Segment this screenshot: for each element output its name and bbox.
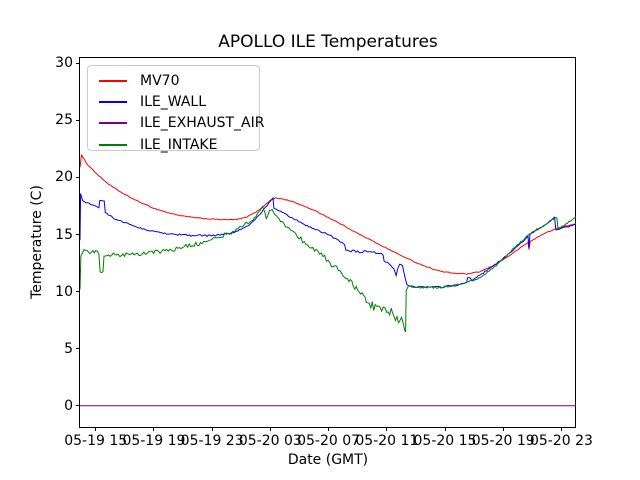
y-tick-mark	[76, 348, 80, 350]
series-line-ile_wall	[80, 193, 576, 289]
y-axis-label: Temperature (C)	[29, 185, 45, 299]
legend-item-ile-wall: ILE_WALL	[88, 91, 259, 112]
x-tick-label: 05-20 11	[355, 433, 419, 449]
x-tick-mark	[269, 427, 271, 431]
legend: MV70 ILE_WALL ILE_EXHAUST_AIR ILE_INTAKE	[87, 65, 264, 152]
x-tick-mark	[560, 427, 562, 431]
legend-item-mv70: MV70	[88, 70, 259, 91]
x-tick-label: 05-19 19	[122, 433, 186, 449]
y-tick-mark	[76, 62, 80, 64]
y-tick-label: 20	[55, 169, 73, 186]
x-tick-mark	[328, 427, 330, 431]
legend-label: MV70	[140, 72, 180, 89]
chart-title: APOLLO ILE Temperatures	[218, 32, 438, 52]
y-tick-mark	[76, 119, 80, 121]
y-tick-label: 25	[55, 112, 73, 129]
chart-canvas	[80, 153, 576, 407]
x-tick-label: 05-19 15	[64, 433, 128, 449]
y-tick-label: 15	[55, 226, 73, 243]
x-tick-mark	[444, 427, 446, 431]
x-tick-label: 05-20 03	[238, 433, 302, 449]
x-tick-mark	[386, 427, 388, 431]
y-tick-label: 5	[64, 340, 73, 357]
x-tick-mark	[211, 427, 213, 431]
legend-label: ILE_WALL	[140, 93, 207, 110]
x-tick-label: 05-19 23	[180, 433, 244, 449]
y-tick-mark	[76, 405, 80, 407]
legend-label: ILE_EXHAUST_AIR	[140, 115, 265, 132]
series-line-ile_intake	[80, 205, 576, 333]
legend-label: ILE_INTAKE	[140, 136, 218, 153]
y-tick-mark	[76, 291, 80, 293]
y-tick-label: 0	[64, 397, 73, 414]
x-tick-label: 05-20 07	[297, 433, 361, 449]
y-tick-label: 30	[55, 55, 73, 72]
x-tick-mark	[502, 427, 504, 431]
x-tick-mark	[95, 427, 97, 431]
legend-swatch-ile-wall	[99, 100, 127, 103]
x-tick-mark	[153, 427, 155, 431]
legend-swatch-mv70	[99, 79, 127, 82]
legend-swatch-ile-exhaust-air	[99, 122, 127, 125]
x-tick-label: 05-20 23	[529, 433, 593, 449]
x-axis-label: Date (GMT)	[287, 452, 369, 468]
x-tick-label: 05-20 19	[471, 433, 535, 449]
legend-swatch-ile-intake	[99, 143, 127, 146]
legend-item-ile-intake: ILE_INTAKE	[88, 134, 259, 155]
y-tick-mark	[76, 234, 80, 236]
legend-item-ile-exhaust-air: ILE_EXHAUST_AIR	[88, 113, 264, 134]
x-tick-label: 05-20 15	[413, 433, 477, 449]
y-tick-mark	[76, 176, 80, 178]
series-line-mv70	[80, 153, 576, 275]
y-tick-label: 10	[55, 283, 73, 300]
